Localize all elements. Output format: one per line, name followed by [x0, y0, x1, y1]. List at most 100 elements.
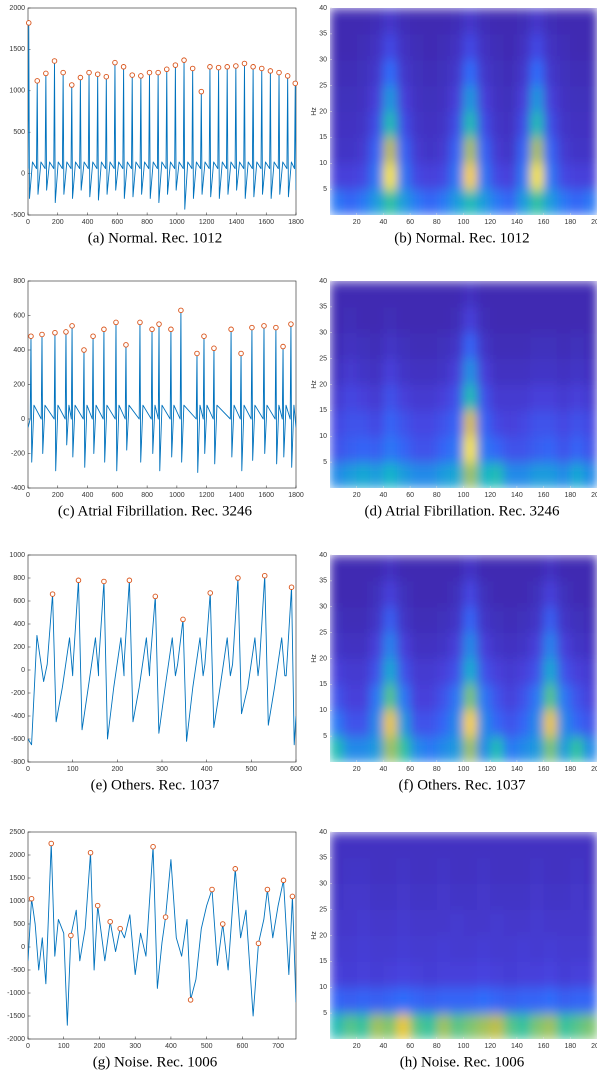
x-tick-label: 1600 [258, 492, 274, 499]
heat-cell [490, 555, 505, 582]
heat-cell [543, 358, 558, 385]
heat-cell [330, 163, 344, 190]
heat-cell [570, 961, 585, 988]
heat-cell [570, 332, 585, 360]
heat-cell [423, 935, 438, 962]
heat-cell [503, 987, 518, 1014]
y-tick-label: 25 [319, 906, 327, 913]
peak-marker [261, 323, 267, 329]
heat-cell [410, 358, 424, 385]
heat-cell [370, 935, 384, 962]
heat-cell [450, 59, 464, 87]
heat-cell [383, 606, 398, 634]
heat-cell [370, 857, 384, 885]
heat-cell [543, 410, 558, 437]
heat-cell [383, 857, 398, 885]
heat-cell [410, 606, 424, 634]
heat-cell [330, 306, 344, 334]
heat-cell [556, 710, 571, 737]
heat-cell [503, 961, 518, 988]
heat-cell [463, 306, 478, 334]
heat-cell [356, 606, 371, 634]
heat-cell [476, 436, 491, 463]
x-tick-label: 180 [564, 219, 576, 226]
x-tick-label: 200 [94, 1043, 106, 1050]
heat-cell [516, 436, 531, 463]
heat-cell [396, 987, 411, 1014]
heat-cell [356, 332, 371, 360]
heat-cell [396, 1013, 411, 1039]
heat-cell [410, 710, 424, 737]
heat-cell [410, 111, 424, 138]
heat-cell [356, 33, 371, 61]
heat-cell [476, 85, 491, 112]
y-tick-label: -500 [11, 967, 25, 974]
panel: 0 100 200 300 400 500 600 700 -2000 -1500 -1000 -50… [7, 829, 297, 1070]
heat-cell [356, 1013, 371, 1039]
x-tick-label: 80 [433, 492, 441, 499]
heat-cell [436, 632, 451, 659]
heat-cell [476, 59, 491, 87]
peak-marker [219, 921, 226, 927]
heat-cell [556, 1013, 571, 1039]
heat-cell [450, 832, 464, 859]
heat-cell [556, 555, 571, 582]
heat-cell [343, 1013, 358, 1039]
heat-cell [370, 59, 384, 87]
y-tick-label: 600 [13, 598, 25, 605]
heat-cell [343, 189, 358, 215]
heat-cell [436, 281, 451, 308]
x-tick-label: 200 [591, 492, 597, 499]
heat-cell [383, 189, 398, 215]
x-tick-label: 1600 [258, 219, 274, 226]
heat-cell [450, 632, 464, 659]
heat-cell [490, 710, 505, 737]
heat-cell [383, 736, 398, 762]
heat-cell [490, 961, 505, 988]
heat-cell [570, 111, 585, 138]
heat-cell [396, 832, 411, 859]
x-tick-label: 120 [484, 1043, 496, 1050]
peak-marker [101, 326, 107, 333]
x-tick-label: 400 [165, 1043, 177, 1050]
heat-cell [463, 710, 478, 737]
heat-cell [343, 332, 358, 360]
y-axis-label: Hz [311, 380, 318, 389]
heat-cell [436, 137, 451, 164]
heat-cell [530, 987, 545, 1014]
heat-cell [450, 857, 464, 885]
y-tick-label: 15 [319, 681, 327, 688]
y-axis-label: Hz [311, 107, 318, 116]
heat-cell [330, 462, 344, 488]
heat-cell [583, 658, 597, 685]
heat-cell [543, 85, 558, 112]
heat-cell [356, 410, 371, 437]
heat-cell [356, 658, 371, 685]
heat-cell [530, 857, 545, 885]
heat-cell [423, 384, 438, 411]
peak-marker [201, 333, 207, 339]
y-tick-label: 0 [21, 170, 25, 177]
heat-cell [383, 436, 398, 463]
panel: 20 40 60 80 100 120 140 160 180 200 5 10 15 20 25 30 35 4… [311, 829, 597, 1070]
heat-cell [450, 736, 464, 762]
peak-marker [255, 940, 262, 947]
axes-frame [27, 7, 297, 216]
heat-cell [356, 462, 371, 488]
x-tick-label: 120 [484, 766, 496, 773]
heat-cell [450, 137, 464, 164]
heat-cell [343, 137, 358, 164]
heat-cell [490, 163, 505, 190]
x-tick-label: 100 [458, 219, 470, 226]
heat-cell [356, 8, 371, 35]
heat-cell [410, 189, 424, 215]
heat-cell [556, 987, 571, 1014]
heat-cell [343, 410, 358, 437]
heat-cell [436, 1013, 451, 1039]
heat-cell [423, 710, 438, 737]
heat-cell [396, 189, 411, 215]
y-tick-label: 800 [13, 575, 25, 582]
heat-cell [370, 410, 384, 437]
heat-cell [503, 384, 518, 411]
x-tick-label: 200 [591, 219, 597, 226]
